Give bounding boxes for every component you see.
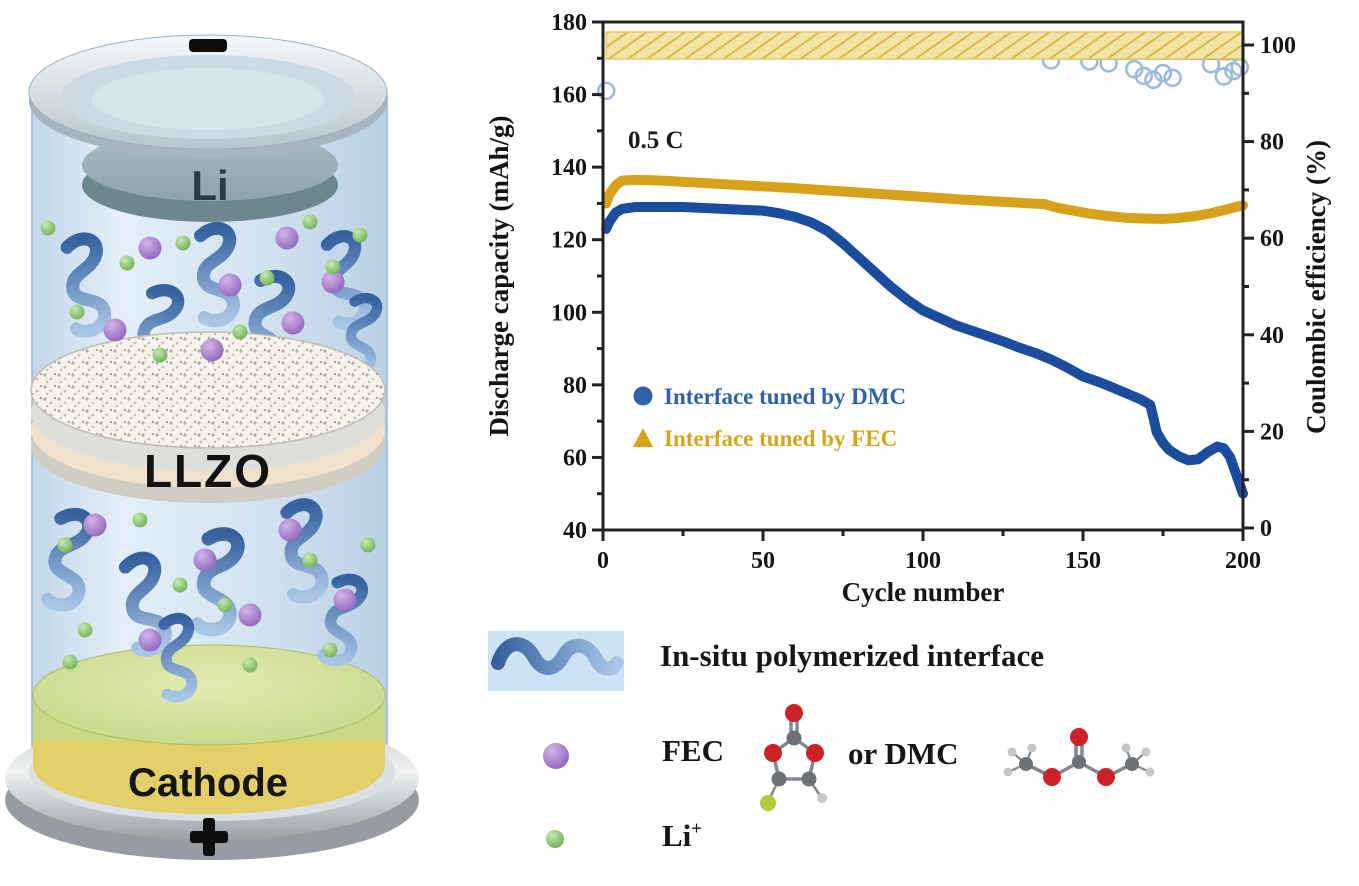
svg-text:150: 150 xyxy=(1065,548,1101,574)
svg-text:0: 0 xyxy=(597,548,609,574)
fec-capacity-series xyxy=(601,174,1248,225)
svg-text:50: 50 xyxy=(751,548,775,574)
svg-text:0: 0 xyxy=(1260,516,1272,542)
cycling-performance-chart: 0 50 100 150 200 40 60 80 100 120 140 160 180 0 20 40 60… xyxy=(484,10,1331,607)
svg-text:160: 160 xyxy=(551,83,587,109)
x-axis-title: Cycle number xyxy=(842,577,1005,607)
electrolyte-particles-lower xyxy=(57,512,376,673)
fec-legend-label: Interface tuned by FEC xyxy=(664,426,897,451)
negative-terminal-symbol: − xyxy=(189,39,227,52)
li-ion-key-text: Li xyxy=(662,818,692,853)
c-rate-annotation: 0.5 C xyxy=(628,127,684,154)
chart-legend: Interface tuned by DMC Interface tuned b… xyxy=(633,384,906,451)
svg-text:80: 80 xyxy=(1260,130,1284,156)
y-axis-left-title: Discharge capacity (mAh/g) xyxy=(484,116,514,437)
li-anode-label: Li xyxy=(191,162,228,209)
plot-frame xyxy=(601,20,1245,532)
svg-text:20: 20 xyxy=(1260,419,1284,445)
positive-terminal-symbol: + xyxy=(190,818,228,856)
svg-text:120: 120 xyxy=(551,228,587,254)
chart-series xyxy=(596,31,1250,499)
or-dmc-key-label: or DMC xyxy=(848,736,959,771)
li-ion-key-superscript: + xyxy=(691,818,702,840)
svg-text:100: 100 xyxy=(551,300,587,326)
fec-legend-marker-triangle xyxy=(633,428,653,447)
llzo-disc xyxy=(30,331,386,503)
svg-text:40: 40 xyxy=(1260,323,1284,349)
dmc-capacity-series xyxy=(601,202,1248,499)
polymer-key-label: In-situ polymerized interface xyxy=(660,638,1044,673)
cathode-disc xyxy=(32,644,386,814)
dmc-legend-marker-circle xyxy=(633,386,653,406)
polymer-squiggle-icon xyxy=(488,631,624,691)
svg-text:200: 200 xyxy=(1225,548,1261,574)
battery-schematic: Li − + LLZO Cathode xyxy=(5,34,419,860)
li-ion-sphere-icon xyxy=(546,830,564,848)
cathode-label: Cathode xyxy=(128,761,288,805)
fec-efficiency-band xyxy=(605,31,1244,60)
cell-top-cap xyxy=(28,34,388,158)
dmc-molecule xyxy=(1003,728,1155,786)
svg-text:180: 180 xyxy=(551,10,587,36)
svg-text:60: 60 xyxy=(563,445,587,471)
fec-key-label: FEC xyxy=(662,733,724,768)
svg-text:40: 40 xyxy=(563,518,587,544)
fec-dmc-sphere-icon xyxy=(543,743,569,769)
svg-text:140: 140 xyxy=(551,155,587,181)
dmc-legend-label: Interface tuned by DMC xyxy=(664,384,906,409)
svg-text:60: 60 xyxy=(1260,226,1284,252)
svg-text:100: 100 xyxy=(905,548,941,574)
svg-text:80: 80 xyxy=(563,373,587,399)
svg-text:100: 100 xyxy=(1260,33,1296,59)
electrolyte-particles-upper xyxy=(40,214,368,363)
llzo-label: LLZO xyxy=(144,445,272,497)
fec-molecule xyxy=(760,704,827,811)
chart-axes-ticks: 0 50 100 150 200 40 60 80 100 120 140 160 180 0 20 40 60… xyxy=(551,10,1296,574)
li-ion-key-label: Li+ xyxy=(662,818,702,854)
y-axis-right-title: Coulombic efficiency (%) xyxy=(1301,140,1331,434)
